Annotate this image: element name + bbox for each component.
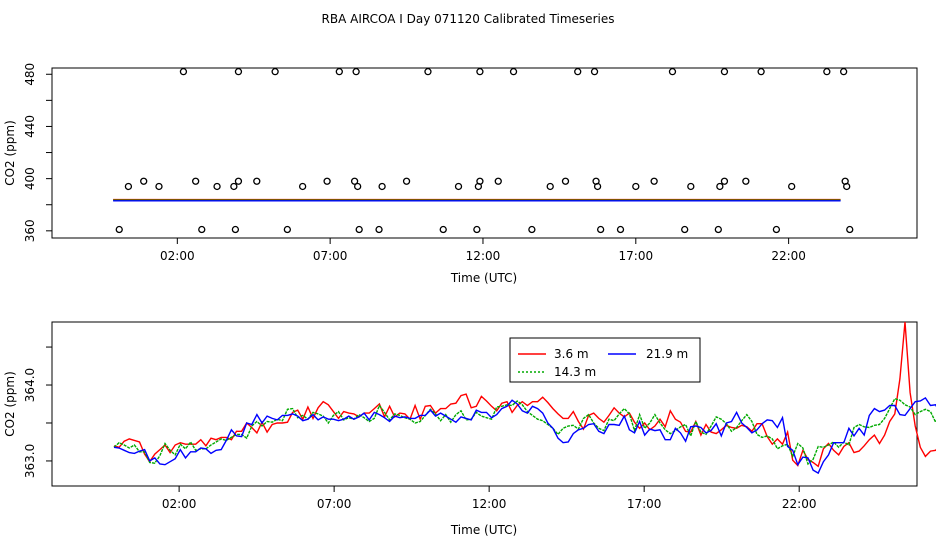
panel2-y-tick-label: 364.0 <box>23 368 37 402</box>
panel2-x-tick-label: 02:00 <box>162 497 197 511</box>
panel1-x-axis-title: Time (UTC) <box>450 271 517 285</box>
calibration-point-mid <box>720 177 729 185</box>
calibration-point-mid <box>742 177 750 185</box>
panel1-x-axis: 02:00 07:00 12:00 17:00 22:00 <box>160 238 806 263</box>
calibration-point-low <box>593 182 602 191</box>
panel1-plot-frame <box>51 67 918 239</box>
calibration-point-high <box>823 68 831 76</box>
calibration-point-mid <box>140 177 148 185</box>
calibration-point-mid <box>323 177 331 185</box>
calibration-point-high <box>590 68 599 76</box>
calibration-point-zero <box>681 225 689 234</box>
calibration-point-high <box>574 68 582 76</box>
panel1-y-tick-label: 400 <box>23 167 37 190</box>
panel1-x-tick-label: 07:00 <box>313 249 348 263</box>
calibration-point-high <box>234 68 243 76</box>
panel2-x-tick-label: 22:00 <box>782 497 817 511</box>
calibration-point-low <box>124 182 133 191</box>
calibration-point-zero <box>596 225 605 234</box>
calibration-point-low <box>687 182 695 191</box>
calibration-point-high <box>509 68 518 76</box>
panel2-x-tick-label: 12:00 <box>472 497 507 511</box>
panel1-x-tick-label: 17:00 <box>619 249 654 263</box>
calibration-point-mid <box>253 177 261 185</box>
panel1-x-tick-label: 02:00 <box>160 249 195 263</box>
panel2-series-lines <box>113 321 936 475</box>
calibration-point-zero <box>283 225 292 234</box>
calibration-point-high <box>720 68 729 76</box>
series-line-14-3-m <box>113 397 936 466</box>
calibration-point-high <box>757 68 765 76</box>
calibration-point-high <box>668 68 677 76</box>
calibration-point-low <box>546 182 554 191</box>
calibration-point-low <box>716 182 724 191</box>
calibration-point-zero <box>846 225 854 234</box>
calibration-point-high <box>424 68 432 76</box>
panel2-legend: 3.6 m 14.3 m 21.9 m <box>509 337 701 383</box>
legend-label-3-6m: 3.6 m <box>554 347 589 361</box>
calibration-point-low <box>298 182 307 191</box>
calibration-point-low <box>213 182 221 191</box>
calibration-point-mid <box>402 177 411 185</box>
calibration-point-mid <box>350 177 359 185</box>
calibration-point-low <box>155 182 163 191</box>
calibration-point-low <box>454 182 463 191</box>
calibration-point-high <box>476 68 484 76</box>
calibration-point-high <box>352 68 360 76</box>
calibration-point-low <box>632 182 640 191</box>
calibration-point-zero <box>439 225 447 234</box>
figure-title: RBA AIRCOA I Day 071120 Calibrated Times… <box>322 12 615 26</box>
calibration-point-zero <box>616 225 625 234</box>
legend-box <box>509 337 701 383</box>
calibration-point-mid <box>192 177 200 185</box>
calibration-point-low <box>378 182 386 191</box>
calibration-point-zero <box>772 225 781 234</box>
calibration-point-high <box>271 68 279 76</box>
panel1-y-axis: 360 400 440 480 <box>23 63 52 242</box>
calibration-point-mid <box>561 177 570 185</box>
panel2-x-tick-label: 17:00 <box>627 497 662 511</box>
panel2-plot-frame <box>51 321 918 487</box>
calibration-point-high <box>335 68 343 76</box>
panel2-x-axis: 02:00 07:00 12:00 17:00 22:00 <box>162 486 817 511</box>
calibration-point-low <box>230 182 238 191</box>
calibration-point-zero <box>473 225 481 234</box>
calibration-point-zero <box>375 225 383 234</box>
panel2-y-axis-title: CO2 (ppm) <box>3 371 17 437</box>
calibration-point-high <box>839 68 848 76</box>
calibration-point-zero <box>355 225 363 234</box>
panel2-x-tick-label: 07:00 <box>317 497 352 511</box>
series-line-21-9-m <box>113 396 936 475</box>
panel-intake-timeseries: 02:00 07:00 12:00 17:00 22:00 363.0 364.0 Tim… <box>3 321 936 537</box>
calibration-point-low <box>474 182 483 191</box>
series-line-3-6-m <box>113 321 936 468</box>
panel1-calibration-points <box>115 68 854 234</box>
panel1-x-tick-label: 22:00 <box>771 249 806 263</box>
calibration-point-low <box>843 182 851 191</box>
calibration-point-high <box>179 68 188 76</box>
panel1-y-tick-label: 480 <box>23 63 37 86</box>
calibration-point-zero <box>528 225 536 234</box>
calibration-point-mid <box>494 177 502 185</box>
calibration-point-low <box>788 182 796 191</box>
calibration-point-zero <box>115 225 123 234</box>
calibration-point-zero <box>198 225 206 234</box>
panel2-y-tick-label: 363.0 <box>23 444 37 478</box>
legend-label-14-3m: 14.3 m <box>554 365 596 379</box>
calibration-point-low <box>354 182 362 191</box>
calibration-point-mid <box>234 177 243 185</box>
panel-calibrated-scatter: 02:00 07:00 12:00 17:00 22:00 360 400 440 480 T… <box>3 63 918 285</box>
panel1-y-axis-title: CO2 (ppm) <box>3 120 17 186</box>
calibration-point-zero <box>231 225 240 234</box>
calibration-point-mid <box>650 177 658 185</box>
legend-label-21-9m: 21.9 m <box>646 347 688 361</box>
panel1-y-tick-label: 440 <box>23 115 37 138</box>
panel1-x-tick-label: 12:00 <box>466 249 501 263</box>
calibration-point-zero <box>714 225 722 234</box>
panel1-y-tick-label: 360 <box>23 219 37 242</box>
panel2-x-axis-title: Time (UTC) <box>450 523 517 537</box>
panel2-y-axis: 363.0 364.0 <box>23 346 52 478</box>
panel1-series-lines <box>113 198 841 202</box>
